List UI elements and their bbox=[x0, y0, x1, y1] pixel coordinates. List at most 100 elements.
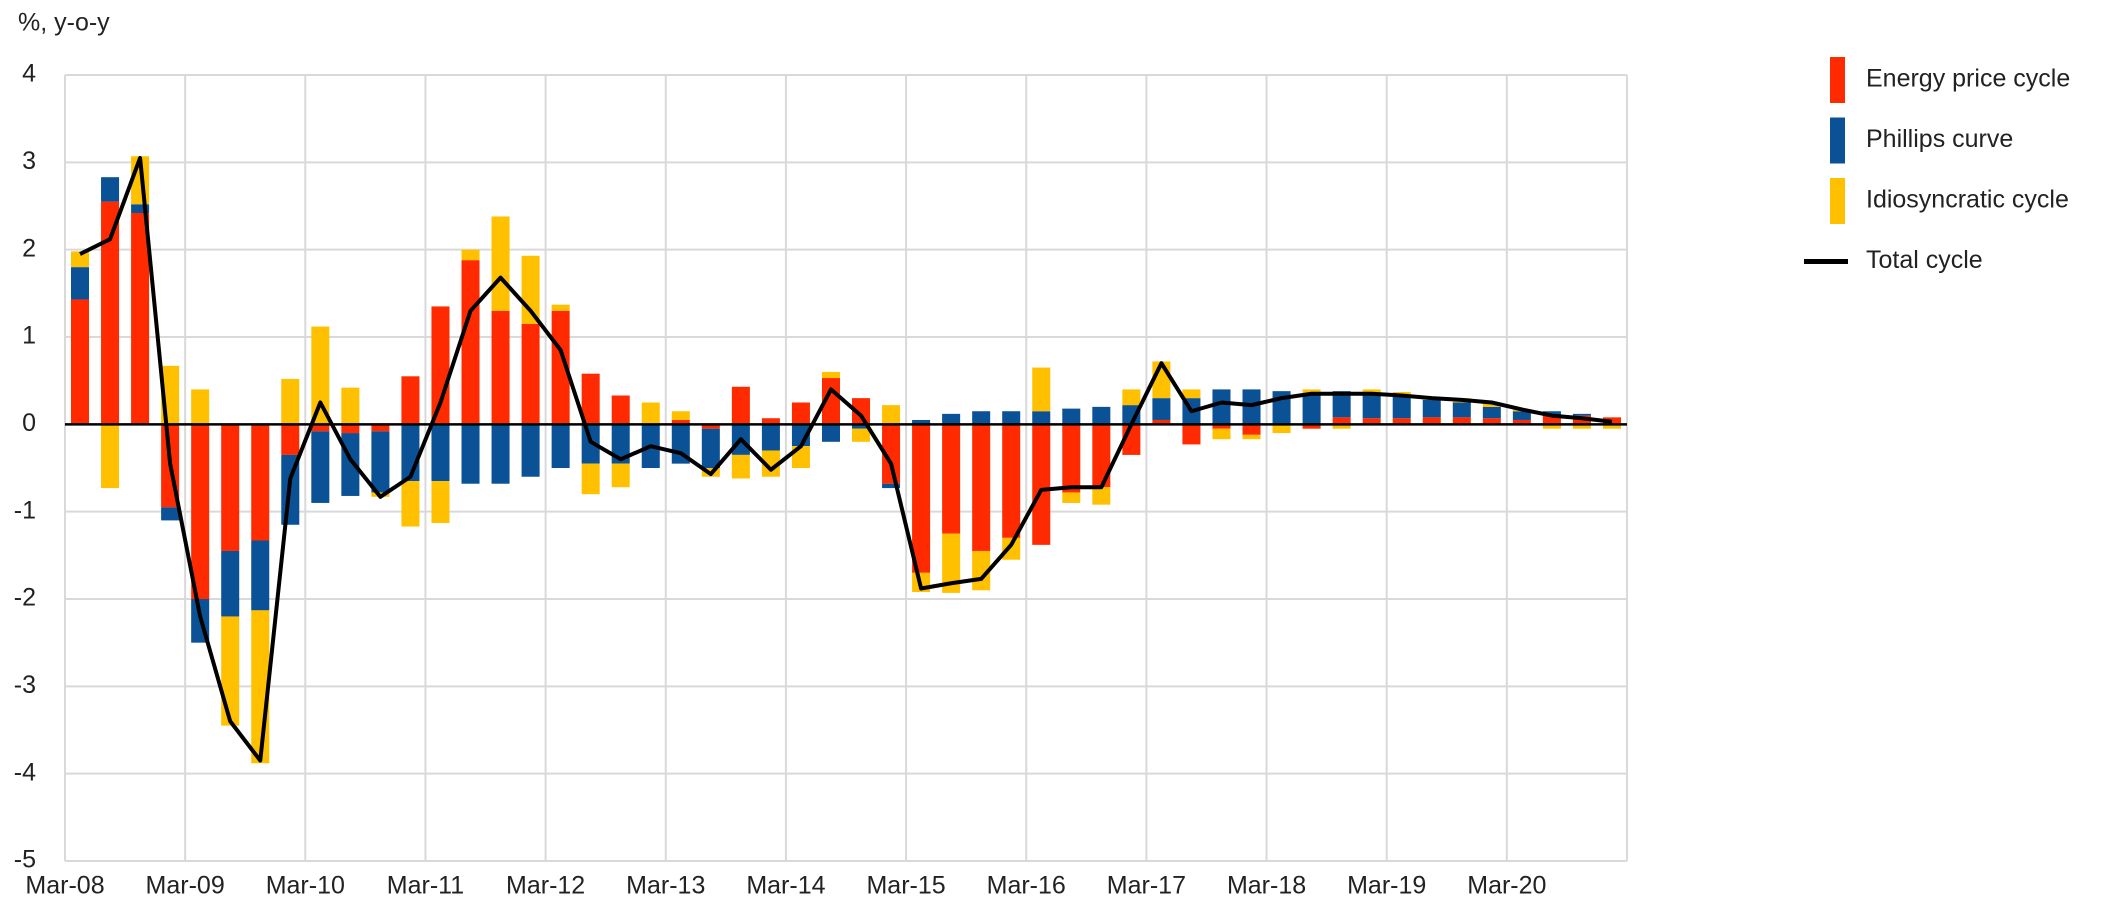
bar bbox=[1482, 418, 1501, 425]
bar bbox=[1242, 424, 1261, 435]
bar bbox=[1302, 393, 1321, 425]
bar bbox=[761, 424, 780, 451]
x-tick-label: Mar-13 bbox=[626, 872, 705, 900]
bar bbox=[1302, 424, 1321, 429]
y-tick-label: -4 bbox=[14, 758, 36, 786]
x-tick-label: Mar-20 bbox=[1467, 872, 1546, 900]
bar bbox=[191, 424, 210, 599]
bar bbox=[1302, 389, 1321, 394]
legend-label: Phillips curve bbox=[1866, 125, 2013, 153]
bar bbox=[1212, 389, 1231, 425]
line bbox=[79, 155, 1613, 763]
x-tick-label: Mar-12 bbox=[506, 872, 585, 900]
bar bbox=[161, 507, 180, 521]
bar bbox=[1182, 424, 1201, 445]
y-tick-label: -1 bbox=[14, 496, 36, 524]
bar bbox=[431, 424, 450, 482]
x-tick-label: Mar-18 bbox=[1227, 872, 1306, 900]
y-tick-label: 0 bbox=[22, 409, 36, 437]
bar bbox=[1332, 417, 1351, 425]
x-tick-label: Mar-11 bbox=[387, 872, 464, 900]
bar bbox=[1332, 391, 1351, 418]
bar bbox=[1182, 389, 1201, 399]
bar bbox=[371, 431, 390, 493]
legend-swatch bbox=[1830, 57, 1845, 103]
bar bbox=[882, 483, 901, 489]
bar bbox=[401, 376, 420, 425]
bar bbox=[1572, 424, 1591, 429]
bar bbox=[972, 411, 991, 425]
bar bbox=[221, 424, 240, 551]
bar bbox=[1002, 424, 1021, 538]
x-tick-label: Mar-15 bbox=[866, 872, 945, 900]
x-tick-label: Mar-14 bbox=[746, 872, 825, 900]
bar bbox=[912, 419, 931, 425]
bar bbox=[341, 387, 360, 425]
bar bbox=[1152, 419, 1171, 425]
y-tick-label: -3 bbox=[14, 671, 36, 699]
bar bbox=[431, 481, 450, 524]
bar bbox=[1572, 413, 1591, 416]
bar bbox=[221, 550, 240, 617]
bar bbox=[1032, 367, 1051, 412]
y-tick-label: -5 bbox=[14, 846, 36, 874]
bar bbox=[852, 398, 871, 425]
bar bbox=[371, 424, 390, 432]
bar bbox=[311, 424, 330, 432]
bar bbox=[491, 310, 510, 425]
bar bbox=[1422, 399, 1441, 418]
bar bbox=[191, 389, 210, 425]
bar bbox=[1452, 417, 1471, 425]
bar bbox=[1032, 411, 1051, 425]
bar bbox=[1272, 424, 1291, 434]
bar bbox=[641, 402, 660, 425]
bar bbox=[611, 395, 630, 425]
bar bbox=[1332, 424, 1351, 429]
bar bbox=[972, 424, 991, 551]
bar bbox=[1002, 537, 1021, 560]
bar bbox=[581, 373, 600, 425]
bar bbox=[461, 260, 480, 425]
bar bbox=[341, 424, 360, 434]
bar bbox=[1092, 406, 1111, 425]
bar bbox=[1152, 398, 1171, 420]
bar bbox=[1002, 411, 1021, 425]
bar bbox=[1062, 492, 1081, 503]
bar bbox=[1482, 402, 1501, 407]
bar bbox=[221, 616, 240, 726]
legend-swatch bbox=[1830, 178, 1845, 224]
bar bbox=[1542, 411, 1561, 416]
bar bbox=[1242, 434, 1261, 440]
bar bbox=[731, 454, 750, 479]
legend-label: Energy price cycle bbox=[1866, 65, 2070, 93]
bar bbox=[491, 424, 510, 484]
bar bbox=[1452, 402, 1471, 418]
bar bbox=[71, 251, 90, 268]
y-tick-label: 2 bbox=[22, 234, 36, 262]
bar bbox=[1092, 424, 1111, 488]
bar bbox=[1392, 396, 1411, 419]
bar bbox=[882, 424, 901, 484]
x-tick-label: Mar-16 bbox=[987, 872, 1066, 900]
legend-label: Idiosyncratic cycle bbox=[1866, 186, 2069, 214]
bar bbox=[1362, 393, 1381, 419]
bar bbox=[731, 386, 750, 425]
bar bbox=[461, 424, 480, 484]
bar bbox=[101, 424, 120, 489]
bar bbox=[1362, 418, 1381, 425]
y-tick-label: 1 bbox=[22, 322, 36, 350]
bar bbox=[1512, 411, 1531, 420]
y-tick-label: 4 bbox=[22, 60, 36, 88]
x-tick-label: Mar-17 bbox=[1107, 872, 1186, 900]
bar bbox=[281, 424, 300, 455]
bar bbox=[852, 424, 871, 429]
x-tick-label: Mar-19 bbox=[1347, 872, 1426, 900]
y-tick-label: 3 bbox=[22, 147, 36, 175]
bar bbox=[671, 411, 690, 420]
bar bbox=[942, 533, 961, 593]
bar bbox=[461, 249, 480, 261]
bar bbox=[71, 299, 90, 425]
bar bbox=[671, 419, 690, 425]
bar bbox=[1062, 424, 1081, 493]
bar bbox=[1482, 406, 1501, 419]
